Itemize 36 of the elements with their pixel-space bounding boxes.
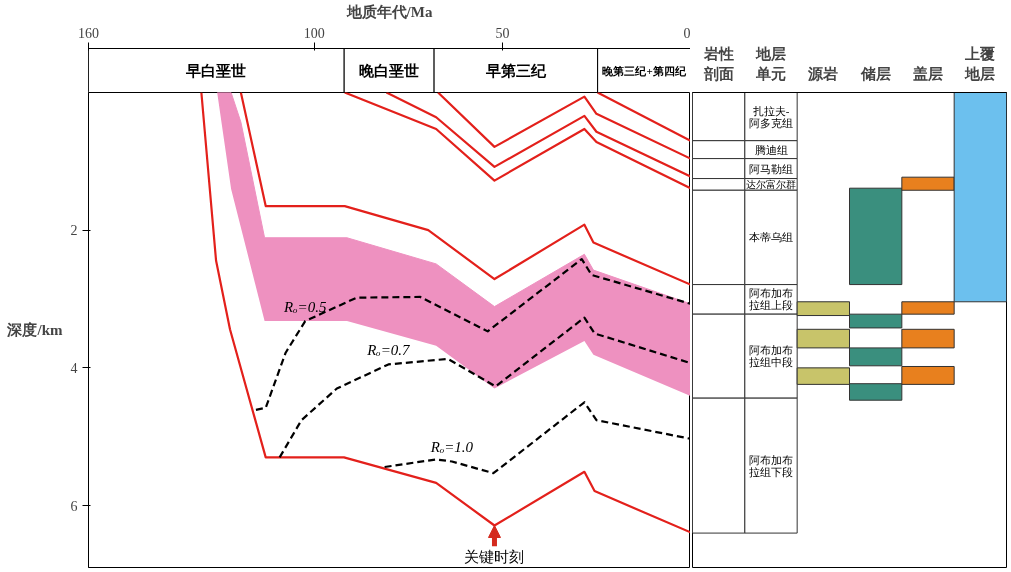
line-series bbox=[278, 316, 690, 459]
series-label: Rₒ=0.7 bbox=[366, 342, 412, 359]
series-label: Rₒ=0.5 bbox=[283, 299, 327, 316]
data-label: 腾迪组 bbox=[754, 143, 788, 156]
x-tick-label: 0 bbox=[683, 25, 691, 41]
line-series bbox=[239, 92, 690, 286]
line-series bbox=[343, 92, 690, 190]
data-label: 阿布加布拉组中段 bbox=[749, 344, 793, 369]
y-axis-title: 深度/km bbox=[6, 321, 63, 338]
x-tick-label: 50 bbox=[495, 25, 510, 41]
series-label: 晚第三纪+第四纪 bbox=[602, 64, 687, 77]
data-label: 本蒂乌组 bbox=[749, 231, 793, 244]
x-tick-label: 盖层 bbox=[913, 64, 943, 82]
y-tick-label: 4 bbox=[70, 360, 78, 376]
x-tick-label: 源岩 bbox=[807, 65, 839, 82]
data-label: 扎拉夫-阿多克组 bbox=[749, 104, 793, 129]
x-tick-label: 储层 bbox=[859, 65, 891, 82]
y-tick-label: 6 bbox=[70, 498, 78, 514]
x-tick-label: 上覆地层 bbox=[964, 46, 996, 82]
series-label: 晚白垩世 bbox=[358, 62, 419, 79]
line-series bbox=[436, 92, 690, 160]
line-series bbox=[385, 92, 690, 178]
series-label: 早白垩世 bbox=[185, 62, 247, 79]
annotation: 关键时刻 bbox=[464, 548, 525, 565]
x-tick-label: 地层单元 bbox=[755, 46, 786, 82]
x-tick-label: 160 bbox=[78, 25, 99, 41]
data-label: 阿布加布拉组下段 bbox=[749, 453, 793, 478]
data-label: 阿布加布拉组上段 bbox=[749, 287, 793, 312]
y-tick-label: 2 bbox=[70, 223, 78, 239]
x-tick-label: 岩性剖面 bbox=[702, 46, 734, 82]
data-label: 阿马勒组 bbox=[749, 162, 793, 175]
data-label: 达尔富尔群 bbox=[746, 178, 796, 190]
series-label: 早第三纪 bbox=[484, 62, 547, 79]
x-tick-label: 100 bbox=[303, 25, 325, 41]
x-axis-title: 地质年代/Ma bbox=[345, 3, 433, 20]
series-label: Rₒ=1.0 bbox=[429, 439, 474, 456]
